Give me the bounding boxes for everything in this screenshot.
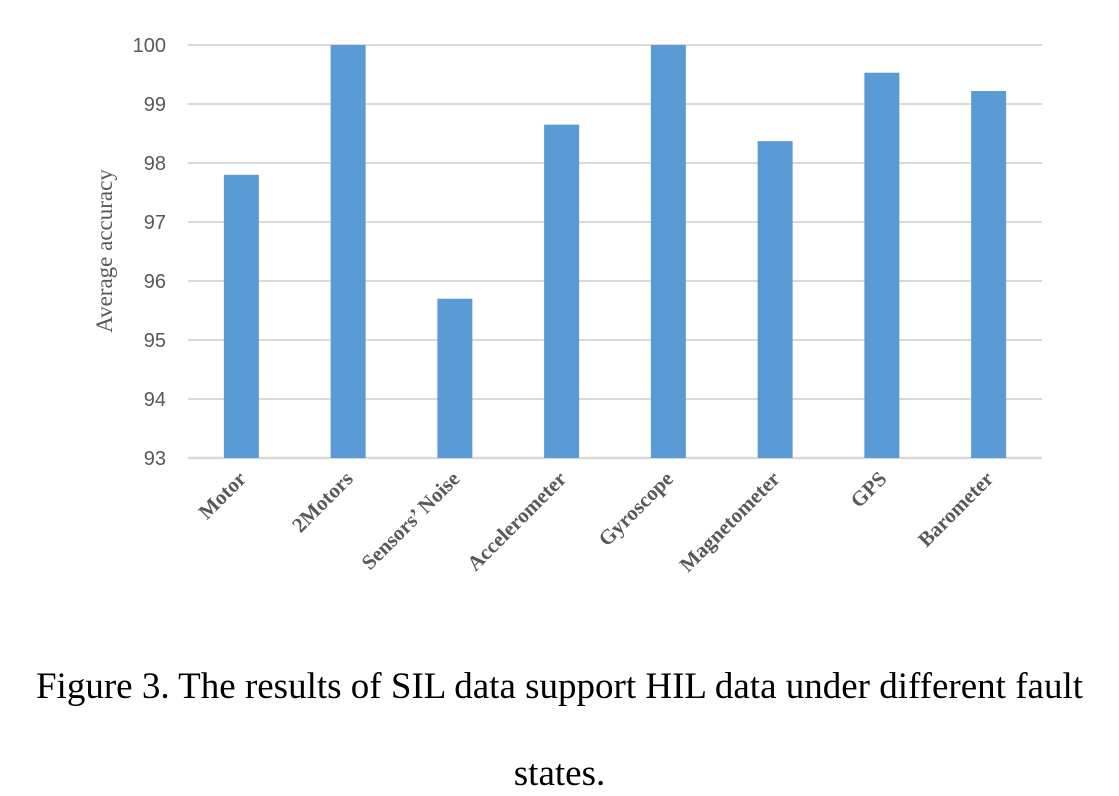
bar-gyroscope xyxy=(650,45,686,458)
bar-magnetometer xyxy=(757,141,793,459)
y-tick-label: 96 xyxy=(144,271,166,293)
bars xyxy=(223,45,1007,459)
bar-barometer xyxy=(971,91,1007,459)
figure-caption-line2: states. xyxy=(513,753,606,794)
x-tick-label: Gyroscope xyxy=(594,467,678,551)
figure-caption-line1: Figure 3. The results of SIL data suppor… xyxy=(35,666,1084,707)
y-tick-label: 93 xyxy=(144,448,166,470)
y-tick-label: 98 xyxy=(144,153,166,175)
y-tick-label: 99 xyxy=(144,94,166,116)
x-tick-label: Accelerometer xyxy=(462,467,571,576)
bar-gps xyxy=(864,72,900,458)
y-axis-label: Average accuracy xyxy=(92,169,117,333)
y-tick-label: 100 xyxy=(133,35,166,57)
bar-2motors xyxy=(330,45,366,458)
y-axis-ticks: 93 94 95 96 97 98 99 100 xyxy=(133,35,166,470)
bar-accelerometer xyxy=(544,124,580,459)
y-tick-label: 94 xyxy=(144,389,166,411)
x-tick-label: Barometer xyxy=(913,467,998,552)
bar-motor xyxy=(223,174,259,459)
y-tick-label: 97 xyxy=(144,212,166,234)
bar-sensors-noise xyxy=(437,298,473,458)
x-tick-label: Magnetometer xyxy=(675,467,785,577)
y-tick-label: 95 xyxy=(144,330,166,352)
x-tick-label: Sensors’ Noise xyxy=(357,467,465,575)
gridlines xyxy=(188,44,1042,460)
x-tick-label: Motor xyxy=(194,467,251,524)
x-tick-label: GPS xyxy=(846,467,892,513)
x-tick-label: 2Motors xyxy=(287,467,358,538)
